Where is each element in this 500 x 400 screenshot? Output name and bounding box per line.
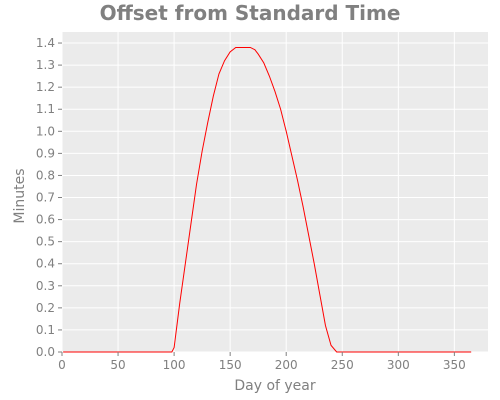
y-axis-title: Minutes — [12, 168, 28, 223]
grid — [61, 32, 488, 353]
y-axis: 0.0 0.1 0.2 0.3 0.4 0.5 0.6 0.7 0.8 0.9 1.0 1.1 1.2 1… — [36, 36, 62, 359]
x-axis: 0 50 100 150 200 250 300 350 — [58, 352, 466, 372]
y-tick-label: 1.4 — [36, 36, 55, 50]
y-tick-label: 1.3 — [36, 58, 55, 72]
y-tick-label: 0.5 — [36, 235, 55, 249]
y-tick-label: 0.8 — [36, 168, 55, 182]
plot-area — [62, 32, 488, 352]
series-line — [63, 46, 472, 353]
x-tick-label: 350 — [443, 358, 466, 372]
y-tick-label: 0.1 — [36, 323, 55, 337]
y-tick-label: 0.0 — [36, 345, 55, 359]
x-tick-label: 100 — [163, 358, 186, 372]
x-tick-label: 0 — [58, 358, 66, 372]
y-tick-label: 0.7 — [36, 191, 55, 205]
x-tick-label: 50 — [110, 358, 125, 372]
y-tick-label: 0.3 — [36, 279, 55, 293]
y-tick-label: 1.2 — [36, 80, 55, 94]
y-tick-label: 1.0 — [36, 124, 55, 138]
y-tick-label: 0.4 — [36, 257, 55, 271]
x-tick-label: 300 — [387, 358, 410, 372]
series-layer — [63, 46, 472, 353]
x-tick-label: 250 — [331, 358, 354, 372]
y-tick-label: 0.2 — [36, 301, 55, 315]
x-axis-title: Day of year — [234, 378, 316, 394]
chart-title: Offset from Standard Time — [100, 1, 401, 25]
y-tick-label: 0.6 — [36, 213, 55, 227]
x-tick-label: 200 — [275, 358, 298, 372]
y-tick-label: 0.9 — [36, 146, 55, 160]
y-tick-label: 1.1 — [36, 102, 55, 116]
x-tick-label: 150 — [219, 358, 242, 372]
